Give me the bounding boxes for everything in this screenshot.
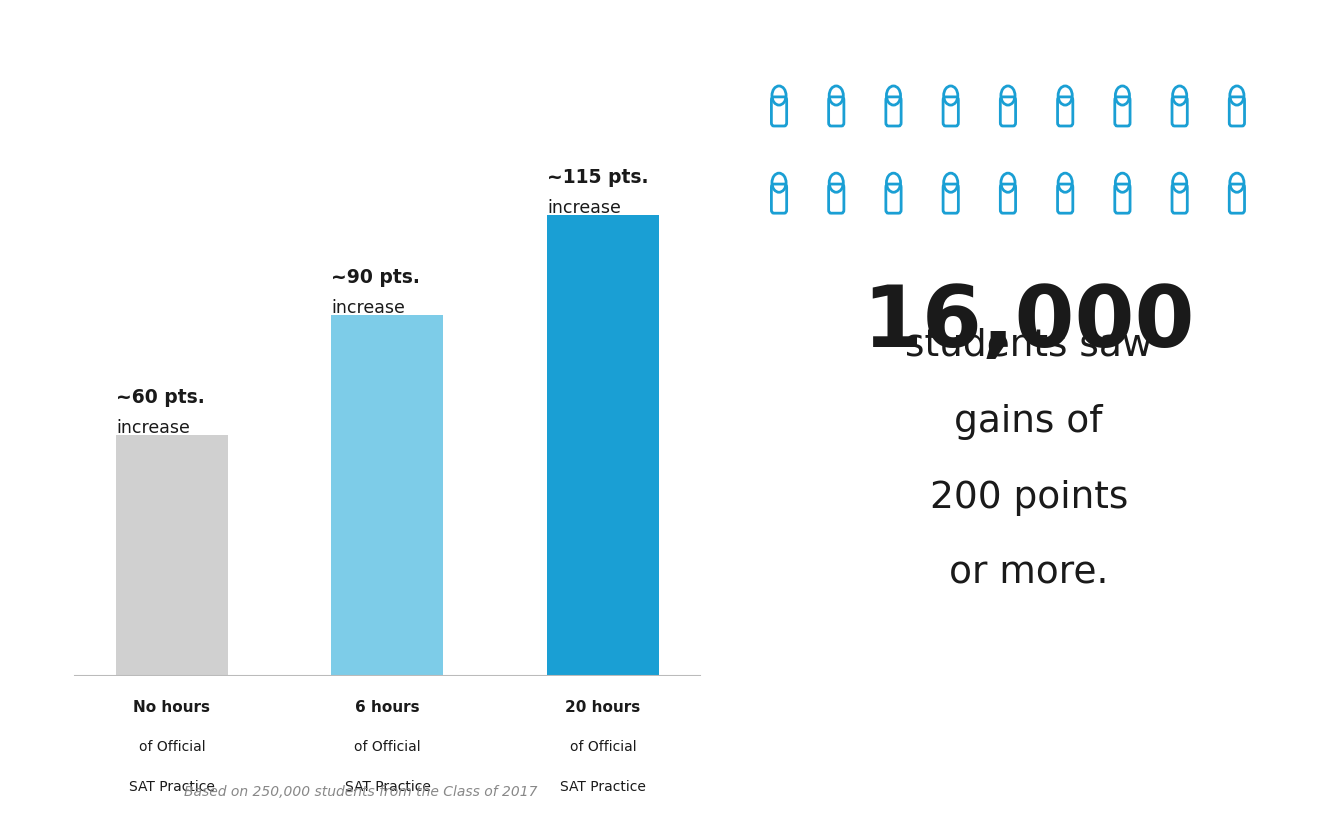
Text: 200 points: 200 points <box>930 480 1128 516</box>
Text: 20 hours: 20 hours <box>565 700 640 714</box>
Text: or more.: or more. <box>949 555 1109 592</box>
Text: SAT Practice: SAT Practice <box>130 780 215 794</box>
Text: increase: increase <box>116 419 190 437</box>
Text: students saw: students saw <box>904 328 1153 364</box>
Text: SAT Practice: SAT Practice <box>560 780 645 794</box>
Text: of Official: of Official <box>354 740 421 754</box>
Text: 16,000: 16,000 <box>863 283 1194 366</box>
Text: ~90 pts.: ~90 pts. <box>331 268 421 287</box>
Text: increase: increase <box>331 299 405 317</box>
Text: Based on 250,000 students from the Class of 2017: Based on 250,000 students from the Class… <box>184 785 537 799</box>
Text: 6 hours: 6 hours <box>355 700 420 714</box>
Bar <box>116 435 228 676</box>
Bar <box>331 315 444 676</box>
Text: No hours: No hours <box>134 700 211 714</box>
Text: gains of: gains of <box>954 404 1104 440</box>
Bar <box>546 215 659 676</box>
Text: of Official: of Official <box>569 740 636 754</box>
Text: increase: increase <box>546 199 621 217</box>
Text: ~60 pts.: ~60 pts. <box>116 388 204 407</box>
Text: SAT Practice: SAT Practice <box>345 780 430 794</box>
Text: ~115 pts.: ~115 pts. <box>546 167 648 186</box>
Text: of Official: of Official <box>139 740 206 754</box>
